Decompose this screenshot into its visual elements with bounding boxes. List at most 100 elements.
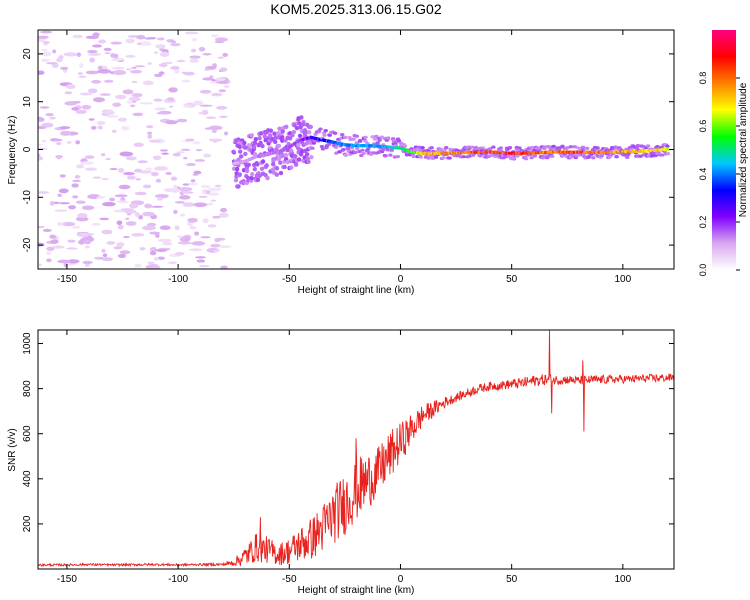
spectrogram-noise-cell bbox=[86, 50, 98, 54]
spectrogram-ridge-edge bbox=[297, 121, 302, 126]
spectrogram-noise-cell bbox=[181, 190, 190, 194]
spectrogram-ridge-edge bbox=[284, 124, 289, 129]
spectrogram-ridge-edge bbox=[274, 166, 280, 171]
spectrogram-ridge-edge bbox=[280, 129, 285, 134]
spectrogram-noise-cell bbox=[72, 34, 83, 39]
spectrogram-noise-cell bbox=[211, 129, 217, 134]
spectrogram-ridge-edge bbox=[274, 172, 280, 177]
spectrogram-noise-cell bbox=[90, 79, 102, 84]
spectrogram-noise-cell bbox=[105, 157, 111, 161]
spectrogram-noise-cell bbox=[214, 40, 224, 44]
spectrogram-ridge-edge bbox=[323, 129, 328, 133]
spectrogram-ridge-edge bbox=[255, 162, 260, 167]
spectrogram-noise-cell bbox=[168, 261, 178, 265]
spectrogram-ridge-edge bbox=[306, 130, 312, 135]
spectrogram-x-label: Height of straight line (km) bbox=[298, 285, 415, 296]
spectrogram-ridge-edge bbox=[498, 146, 504, 150]
spectrogram-noise-cell bbox=[92, 44, 103, 48]
spectrogram-noise-cell bbox=[76, 52, 82, 57]
spectrogram-ridge-edge bbox=[342, 135, 348, 140]
spectrogram-noise-cell bbox=[152, 155, 162, 161]
spectrogram-ridge-edge bbox=[297, 133, 303, 139]
spectrogram-noise-cell bbox=[164, 120, 178, 125]
spectrogram-ridge-edge bbox=[249, 133, 255, 138]
spectrogram-ridge-edge bbox=[299, 115, 304, 120]
spectrogram-noise-cell bbox=[114, 194, 128, 198]
spectrogram-noise-cell bbox=[218, 212, 229, 218]
spectrogram-noise-cell bbox=[116, 220, 123, 226]
spectrogram-ridge-edge bbox=[236, 184, 241, 189]
spectrogram-noise-cell bbox=[120, 197, 126, 202]
spectrogram-noise-cell bbox=[155, 233, 160, 238]
spectrogram-noise-cell bbox=[191, 37, 198, 42]
x-tick-label: 100 bbox=[615, 574, 632, 585]
y-tick-label: 800 bbox=[22, 380, 33, 397]
spectrogram-noise-cell bbox=[126, 175, 136, 180]
spectrogram-noise-cell bbox=[180, 213, 186, 217]
spectrogram-noise-cell bbox=[125, 38, 135, 44]
spectrogram-ridge-edge bbox=[296, 142, 301, 147]
spectrogram-noise-cell bbox=[208, 138, 223, 142]
spectrogram-ridge-edge bbox=[529, 156, 534, 160]
spectrogram-noise-cell bbox=[174, 201, 185, 204]
spectrogram-noise-cell bbox=[99, 93, 111, 96]
spectrogram-ridge-edge bbox=[396, 138, 402, 143]
colorbar-tick-label: 0.8 bbox=[698, 72, 708, 85]
spectrogram-noise-cell bbox=[64, 101, 78, 106]
spectrogram-ridge-edge bbox=[326, 142, 331, 147]
spectrogram-ridge-edge bbox=[327, 133, 332, 137]
spectrogram-noise-cell bbox=[155, 178, 162, 183]
x-tick-label: 50 bbox=[506, 274, 518, 285]
spectrogram-ridge-edge bbox=[542, 146, 547, 151]
spectrogram-ridge-edge bbox=[309, 154, 314, 160]
spectrogram-noise-cell bbox=[169, 105, 174, 108]
spectrogram-noise-cell bbox=[190, 48, 197, 53]
spectrogram-noise-cell bbox=[166, 97, 175, 102]
spectrogram-ridge-edge bbox=[591, 156, 596, 160]
spectrogram-noise-cell bbox=[192, 141, 201, 145]
spectrogram-noise-cell bbox=[168, 87, 178, 93]
spectrogram-noise-cell bbox=[49, 116, 56, 120]
spectrogram-noise-cell bbox=[123, 235, 130, 239]
spectrogram-noise-cell bbox=[147, 261, 155, 264]
spectrogram-ridge-edge bbox=[270, 161, 276, 167]
spectrogram-ridge-edge bbox=[293, 162, 299, 167]
spectrogram-ridge-edge bbox=[532, 154, 538, 158]
spectrogram-ridge-edge bbox=[237, 144, 243, 149]
spectrogram-ridge-edge bbox=[273, 139, 278, 145]
spectrogram-ridge-edge bbox=[318, 127, 323, 131]
spectrogram-ridge-edge bbox=[586, 155, 591, 159]
spectrogram-noise-cell bbox=[158, 63, 168, 68]
spectrogram-noise-cell bbox=[136, 34, 146, 40]
chart-title: KOM5.2025.313.06.15.G02 bbox=[270, 1, 441, 17]
spectrogram-ridge-edge bbox=[584, 146, 590, 151]
spectrogram-noise-cell bbox=[60, 130, 72, 136]
spectrogram-ridge-edge bbox=[303, 130, 309, 135]
spectrogram-noise-cell bbox=[173, 184, 178, 190]
spectrogram-noise-cell bbox=[159, 149, 169, 152]
x-tick-label: -150 bbox=[57, 274, 77, 285]
spectrogram-noise-cell bbox=[178, 186, 193, 192]
spectrogram-noise-cell bbox=[198, 46, 206, 52]
spectrogram-ridge-edge bbox=[447, 156, 452, 160]
spectrogram-noise-cell bbox=[110, 41, 123, 45]
spectrogram-ridge-edge bbox=[234, 166, 240, 172]
spectrogram-noise-cell bbox=[72, 195, 79, 199]
spectrogram-ridge-edge bbox=[385, 136, 391, 140]
spectrogram-noise-cell bbox=[76, 232, 90, 237]
spectrogram-noise-cell bbox=[38, 70, 45, 75]
colorbar-ticks: 0.0 0.2 0.4 0.6 0.8 bbox=[698, 72, 740, 276]
spectrogram-noise-cell bbox=[159, 51, 170, 57]
spectrogram-noise-cell bbox=[205, 116, 217, 119]
spectrogram-noise-cell bbox=[102, 201, 116, 207]
spectrogram-noise-cell bbox=[75, 200, 86, 204]
spectrogram-ridge-edge bbox=[272, 131, 277, 136]
spectrogram-noise-cell bbox=[111, 66, 125, 70]
spectrogram-noise-cell bbox=[139, 247, 146, 251]
spectrogram-noise-cell bbox=[159, 225, 171, 231]
spectrogram-ridge-edge bbox=[276, 143, 282, 149]
spectrogram-noise-cell bbox=[154, 265, 161, 269]
spectrogram-ridge-edge bbox=[238, 154, 244, 159]
spectrogram-ridge-edge bbox=[296, 157, 302, 162]
spectrogram-ridge-edge bbox=[395, 155, 401, 159]
